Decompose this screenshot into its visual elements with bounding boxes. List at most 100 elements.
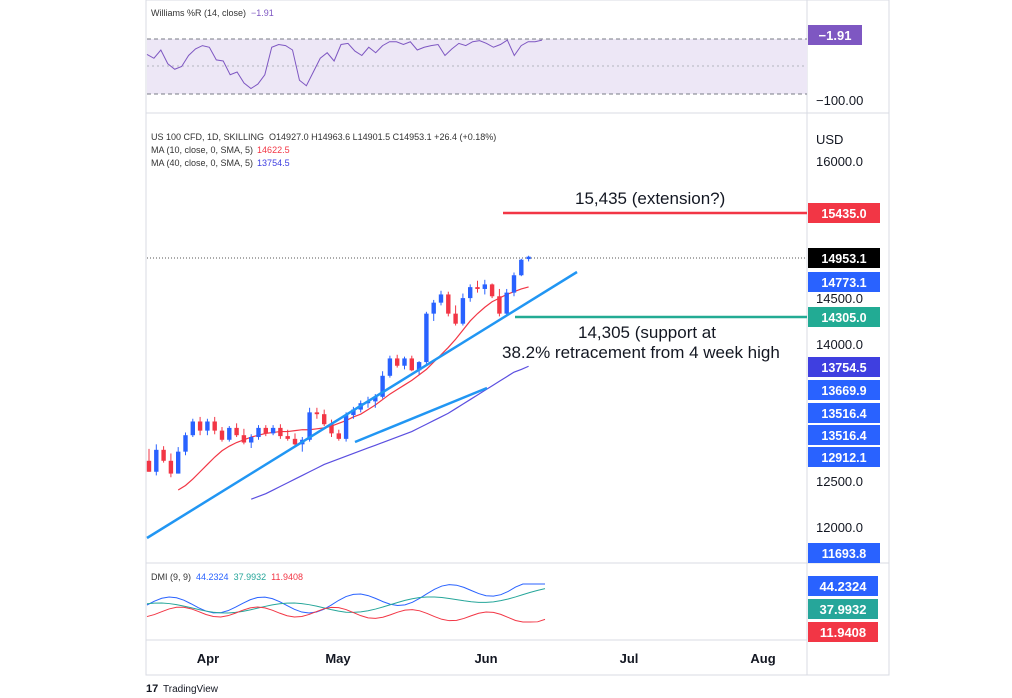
candle [489,283,495,299]
candle [431,299,436,321]
candle [278,424,283,439]
svg-text:44.2324: 44.2324 [820,579,868,594]
dmi-plus-line [146,583,545,614]
svg-text:14773.1: 14773.1 [821,276,866,290]
price-box: 13669.9 [808,380,880,400]
svg-text:13669.9: 13669.9 [821,384,866,398]
price-box: 13754.5 [808,357,880,377]
price-box: 14305.0 [808,307,880,327]
candle [380,371,385,399]
candle [234,423,239,438]
svg-text:13516.4: 13516.4 [821,429,866,443]
extension-annotation: 15,435 (extension?) [575,189,725,208]
svg-text:−1.91: −1.91 [819,28,852,43]
price-box: 12912.1 [808,447,880,467]
svg-text:14953.1: 14953.1 [821,252,866,266]
x-label-jun: Jun [474,651,497,666]
support-annotation-line2: 38.2% retracement from 4 week high [502,343,780,362]
candle [504,288,509,317]
candle [497,288,502,317]
svg-text:37.9932: 37.9932 [820,602,867,617]
dmi-box-3: 11.9408 [808,622,878,642]
candle [351,406,356,419]
candle [292,433,298,447]
williams-value-box: −1.91 [808,25,862,45]
tick-16000: 16000.0 [816,154,863,169]
chart-frame [145,0,890,676]
candle [285,429,290,441]
candle [453,305,458,326]
ma10-line [177,286,529,491]
currency-label: USD [816,132,843,147]
candle [314,407,320,419]
price-box: 14953.1 [808,248,880,268]
candle [446,291,451,317]
candle [176,447,181,474]
candle [168,453,174,478]
svg-text:15435.0: 15435.0 [821,207,866,221]
williams-legend: Williams %R (14, close) −1.91 [151,8,274,18]
svg-text:TradingView: TradingView [163,684,219,695]
candle [263,425,268,437]
candle [270,425,276,436]
williams-line [146,39,543,90]
candle [146,448,152,472]
x-label-apr: Apr [197,651,219,666]
candle [227,426,232,442]
candle [161,446,166,463]
ma40-line [250,365,529,500]
candle [424,311,429,364]
candle [322,409,327,427]
candle [482,279,487,295]
support-annotation-line1: 14,305 (support at [578,323,716,342]
candles [146,255,531,478]
price-box: 15435.0 [808,203,880,223]
price-box: 11693.8 [808,543,880,563]
williams-polyline [146,39,543,90]
candle [438,290,444,306]
tradingview-logo-icon: 17 [146,683,158,695]
tick-14500: 14500.0 [816,291,863,306]
price-legend: US 100 CFD, 1D, SKILLING O14927.0 H14963.… [151,132,496,142]
dmi-adx-line [146,588,546,614]
svg-text:13754.5: 13754.5 [821,361,866,375]
candle [183,432,188,456]
svg-text:11.9408: 11.9408 [820,625,866,640]
svg-text:14305.0: 14305.0 [821,311,866,325]
candle [256,425,261,440]
candle [205,418,210,436]
candle [416,361,422,375]
x-label-aug: Aug [750,651,775,666]
dmi-legend: DMI (9, 9) 44.2324 37.9932 11.9408 [151,572,303,582]
candle [475,280,480,293]
x-label-jul: Jul [620,651,639,666]
trendline-mid [354,386,488,444]
williams-axis-label: −100.00 [816,93,863,108]
candle [519,258,524,277]
price-box: 13516.4 [808,403,880,423]
candle [241,428,247,445]
svg-text:13516.4: 13516.4 [821,407,866,421]
candle [212,416,217,435]
candle [343,412,349,442]
candle [336,429,341,441]
price-label-boxes: 15435.0 14953.1 14773.1 14305.0 13754.5 13669… [808,203,880,563]
svg-text:12912.1: 12912.1 [821,451,866,465]
candle [409,355,414,372]
candle [197,416,203,436]
candle [387,355,393,378]
candle [402,356,407,370]
dmi-box-1: 44.2324 [808,576,878,596]
dmi-minus-line [146,606,546,623]
tick-12000: 12000.0 [816,520,863,535]
candle [219,426,225,442]
tradingview-logo: 17 TradingView [146,683,219,695]
trendline-long [146,270,578,540]
candle [526,255,531,262]
dmi-box-2: 37.9932 [808,599,878,619]
ma40-legend: MA (40, close, 0, SMA, 5) 13754.5 [151,158,290,168]
tick-14000: 14000.0 [816,337,863,352]
candle [190,418,195,438]
price-box: 14773.1 [808,272,880,292]
